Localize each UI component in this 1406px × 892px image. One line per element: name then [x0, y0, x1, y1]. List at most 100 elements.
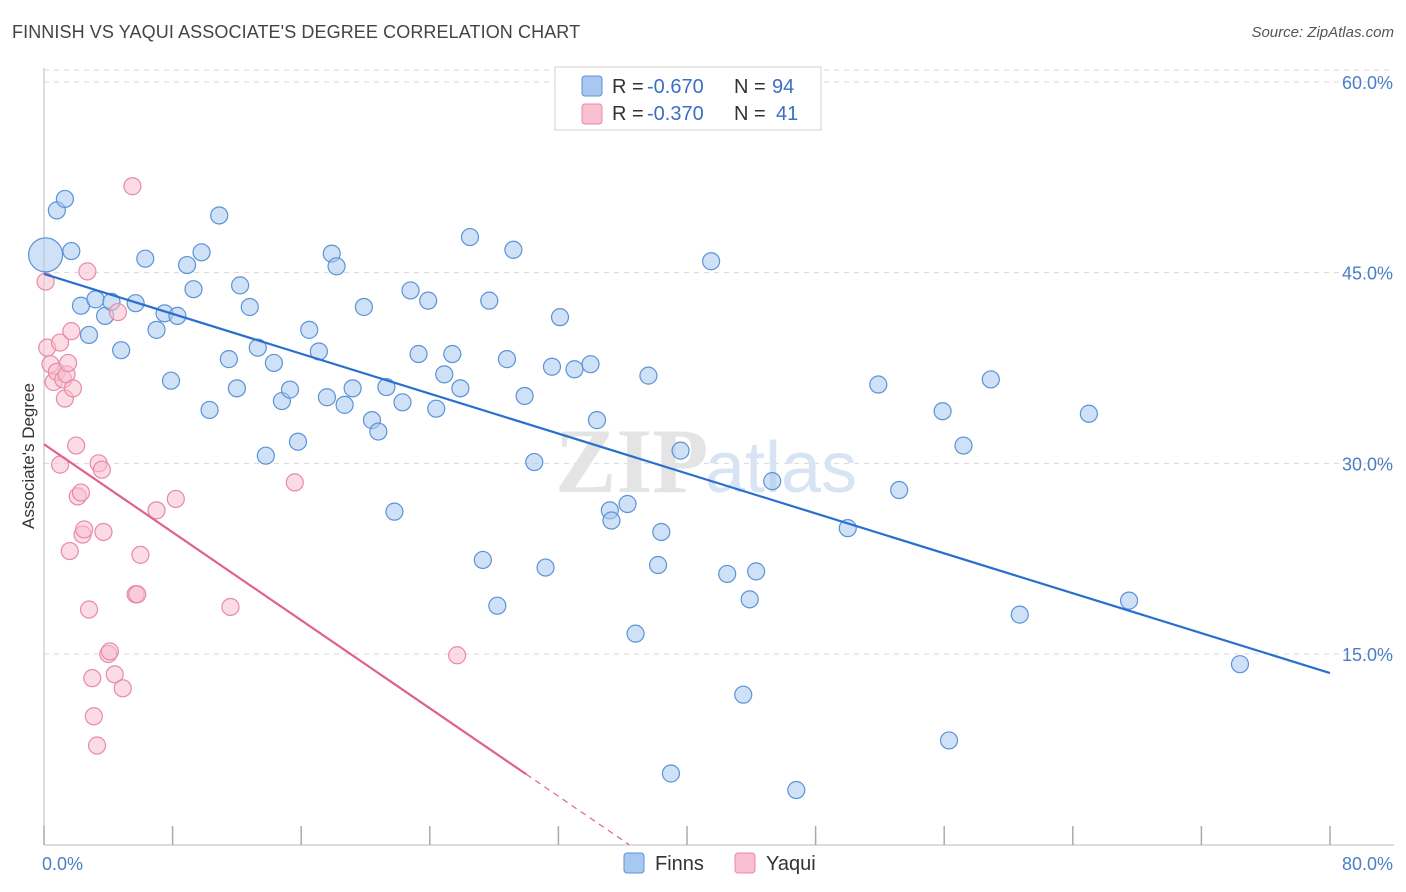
finns-point-89 [1079, 404, 1098, 423]
finns-point-73 [671, 441, 690, 460]
yaqui-point-40 [448, 646, 467, 665]
yaqui-point-26 [94, 522, 113, 542]
finns-point-78 [747, 562, 766, 581]
watermark-zip: ZIP [555, 410, 708, 512]
legend-finns-r-label: R = [612, 76, 644, 98]
legend-yaqui-r-value: -0.370 [647, 103, 704, 125]
finns-point-31 [300, 320, 319, 339]
legend-finns-r-value: -0.670 [647, 76, 704, 98]
yaqui-point-29 [105, 665, 124, 684]
finns-point-82 [869, 375, 888, 394]
finns-point-61 [550, 308, 570, 327]
yaqui-point-28 [100, 642, 120, 661]
yaqui-point-35 [131, 545, 150, 564]
finns-point-72 [661, 764, 681, 783]
yaqui-point-30 [108, 302, 128, 322]
finns-point-27 [264, 353, 283, 373]
finns-point-41 [377, 377, 396, 397]
x-tick-label-0: 0.0% [42, 854, 83, 874]
legend-finns-n-label: N = [734, 76, 766, 98]
yaqui-point-31 [113, 679, 132, 698]
finns-point-80 [787, 780, 806, 800]
yaqui-point-10 [62, 322, 81, 341]
finns-point-47 [427, 399, 446, 418]
y-tick-label-60: 60.0% [1342, 73, 1393, 93]
finns-point-40 [369, 422, 388, 441]
finns-point-77 [740, 590, 759, 609]
tick-labels: 15.0% 30.0% 45.0% 60.0% 0.0% 80.0% [42, 73, 1393, 874]
finns-point-30 [288, 432, 308, 451]
legend-bottom: Finns Yaqui [623, 852, 816, 875]
finns-point-16 [177, 255, 197, 275]
finns-point-35 [327, 257, 346, 276]
finns-point-2 [55, 189, 74, 209]
finns-point-12 [147, 320, 166, 339]
finns-point-42 [385, 502, 404, 521]
finns-point-48 [435, 365, 454, 384]
yaqui-point-39 [285, 473, 304, 492]
finns-point-33 [317, 388, 337, 407]
finns-point-38 [354, 297, 373, 317]
yaqui-point-18 [60, 541, 79, 561]
finns-point-56 [504, 240, 523, 259]
legend-top: R = -0.670 N = 94 R = -0.370 N = 41 [554, 66, 822, 131]
finns-point-23 [231, 276, 250, 295]
finns-point-37 [343, 379, 362, 398]
legend-bottom-yaqui-swatch [734, 852, 756, 874]
legend-finns-swatch [581, 75, 603, 97]
yaqui-trend-line-extension [525, 773, 630, 846]
finns-point-67 [618, 494, 637, 514]
finns-point-9 [112, 341, 131, 360]
trend-lines [43, 272, 1331, 846]
finns-point-36 [335, 395, 354, 414]
finns-point-59 [536, 558, 555, 577]
finns-point-74 [702, 252, 721, 271]
legend-bottom-finns-swatch [623, 852, 645, 874]
finns-point-71 [652, 522, 671, 542]
watermark-atlas: atlas [705, 428, 857, 508]
finns-point-19 [200, 400, 219, 420]
finns-point-87 [981, 370, 1000, 389]
finns-points [28, 189, 1250, 800]
finns-point-18 [192, 243, 211, 262]
yaqui-point-0 [36, 272, 55, 291]
legend-bottom-finns-label: Finns [655, 853, 704, 875]
legend-yaqui-n-value: 41 [776, 103, 798, 125]
finns-point-24 [240, 297, 259, 317]
finns-point-64 [587, 411, 607, 430]
legend-yaqui-swatch [581, 103, 603, 125]
axes [43, 68, 1394, 846]
finns-point-75 [718, 564, 737, 584]
yaqui-point-16 [75, 520, 94, 539]
finns-point-66 [602, 511, 621, 530]
yaqui-point-22 [84, 707, 103, 726]
finns-point-85 [939, 731, 959, 750]
finns-point-3 [62, 241, 81, 261]
source-label: Source: ZipAtlas.com [1251, 24, 1394, 41]
finns-point-46 [419, 291, 438, 310]
finns-point-57 [515, 386, 534, 406]
yaqui-point-12 [67, 436, 86, 455]
finns-point-52 [473, 550, 492, 570]
finns-point-20 [210, 206, 229, 225]
finns-point-79 [763, 472, 782, 491]
legend-yaqui-n-label: N = [734, 103, 766, 125]
legend-yaqui-r-label: R = [612, 103, 644, 125]
y-tick-label-30: 30.0% [1342, 454, 1393, 474]
x-tick-label-80: 80.0% [1342, 854, 1393, 874]
chart-title: FINNISH VS YAQUI ASSOCIATE'S DEGREE CORR… [12, 22, 581, 42]
finns-point-11 [136, 249, 155, 268]
yaqui-point-19 [78, 262, 97, 281]
y-axis-title: Associate's Degree [19, 383, 38, 529]
finns-point-50 [451, 379, 470, 398]
finns-point-6 [86, 290, 105, 309]
finns-point-68 [626, 624, 645, 643]
y-tick-label-15: 15.0% [1342, 645, 1393, 665]
finns-point-58 [525, 452, 544, 472]
finns-point-44 [401, 281, 420, 300]
finns-point-54 [488, 596, 507, 615]
yaqui-point-9 [59, 353, 78, 373]
finns-point-62 [565, 360, 584, 379]
yaqui-point-36 [147, 501, 166, 520]
